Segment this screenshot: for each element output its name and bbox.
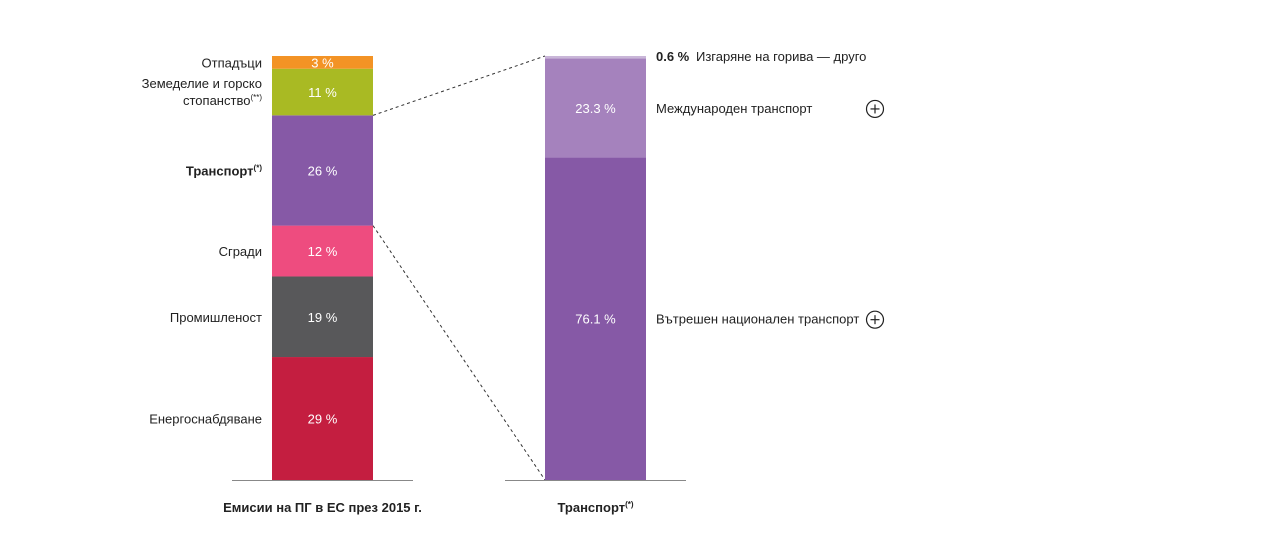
expand-plus-icon[interactable] (865, 99, 885, 119)
category-label-4-line1: Земеделие и горско (142, 76, 262, 91)
transport-segment-value-label-0: 76.1 % (575, 312, 616, 327)
category-label-3: Транспорт(*) (186, 163, 262, 178)
left-x-axis-label: Емисии на ПГ в ЕС през 2015 г. (223, 500, 422, 515)
segment-value-label-0: 29 % (308, 412, 338, 427)
segment-value-label-4: 11 % (308, 85, 337, 100)
category-label-1: Промишленост (170, 310, 262, 325)
bar-segment-2 (272, 225, 373, 277)
transport-category-label-0: Вътрешен национален транспорт (656, 312, 859, 327)
segment-value-label-5: 3 % (311, 55, 334, 70)
segment-value-label-1: 19 % (308, 310, 338, 325)
transport-category-label-2: Изгаряне на горива — друго (696, 49, 866, 64)
bar-segment-1 (272, 276, 373, 358)
segment-value-label-2: 12 % (308, 244, 338, 259)
right-x-axis-label: Транспорт(*) (557, 500, 633, 515)
zoom-connector-top (372, 55, 546, 116)
zoom-connector-lines (372, 55, 546, 481)
category-label-2: Сгради (219, 244, 262, 259)
expand-plus-icon[interactable] (865, 310, 885, 329)
transport-segment-2 (545, 56, 646, 59)
transport-segment-value-label-2: 0.6 % (656, 49, 690, 64)
eu-emissions-stacked-bar: 29 % Енергоснабдяване 19 % Промишленост 12 %… (142, 55, 373, 480)
category-label-5: Отпадъци (202, 55, 262, 70)
axis-baselines: Емисии на ПГ в ЕС през 2015 г. Транспорт(… (223, 480, 686, 515)
transport-segment-value-label-1: 23.3 % (575, 101, 616, 116)
bar-segment-4 (272, 68, 373, 116)
bar-segment-3 (272, 115, 373, 226)
category-label-0: Енергоснабдяване (149, 412, 262, 427)
transport-breakdown-stacked-bar: 76.1 % Вътрешен национален транспорт 23.3 … (545, 49, 885, 480)
category-label-4-line2: стопанство(**) (183, 93, 262, 108)
bar-segment-5 (272, 56, 373, 69)
transport-category-label-1: Международен транспорт (656, 101, 812, 116)
segment-value-label-3: 26 % (308, 163, 338, 178)
transport-segment-0 (545, 157, 646, 480)
zoom-connector-bottom (372, 225, 546, 481)
bar-segment-0 (272, 357, 373, 480)
transport-segment-1 (545, 58, 646, 158)
